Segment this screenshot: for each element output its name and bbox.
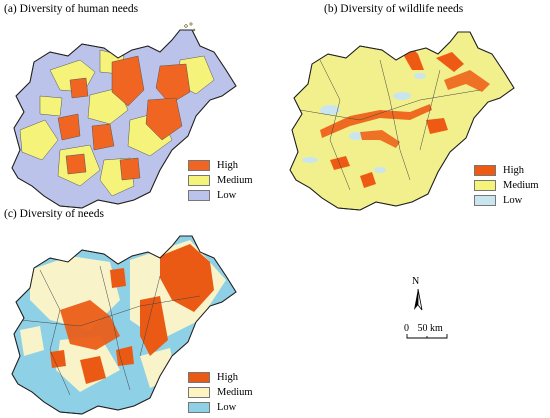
north-arrow-label: N: [412, 276, 420, 287]
high-region: [65, 153, 87, 175]
high-area: [50, 350, 66, 368]
legend-label: High: [503, 165, 524, 176]
high-corridor: [436, 52, 464, 72]
legend-swatch: [188, 160, 210, 171]
scale-zero: 0: [404, 323, 409, 334]
legend-label: High: [217, 372, 238, 383]
panel-c-title: (c) Diversity of needs: [4, 208, 104, 220]
high-region: [145, 97, 183, 141]
legend-label: Medium: [217, 175, 253, 186]
high-area: [80, 356, 106, 384]
panel-a-title: (a) Diversity of human needs: [4, 3, 139, 15]
panel-b-title: (b) Diversity of wildlife needs: [324, 3, 464, 15]
legend-wildlife: High Medium Low: [474, 163, 539, 208]
scale-bar-label: 0 50 km: [404, 323, 443, 334]
islands: [184, 22, 196, 32]
low-area: [393, 92, 411, 100]
legend-combined: High Medium Low: [188, 370, 253, 415]
high-corridor: [360, 130, 400, 148]
high-region: [111, 55, 145, 107]
high-corridor: [444, 70, 490, 92]
legend-swatch: [188, 372, 210, 383]
legend-swatch: [188, 402, 210, 413]
legend-swatch: [474, 195, 496, 206]
high-area: [160, 244, 214, 312]
legend-item: Low: [474, 193, 539, 208]
legend-item: Medium: [188, 173, 253, 188]
high-corridor: [426, 118, 448, 134]
legend-item: High: [188, 370, 253, 385]
medium-region: [39, 95, 63, 117]
medium-region: [19, 119, 59, 161]
legend-item: Low: [188, 400, 253, 415]
legend-label: Low: [217, 190, 237, 201]
map-combined-needs: [11, 235, 237, 415]
low-area: [374, 167, 386, 173]
scale-distance: 50 km: [417, 323, 443, 334]
north-arrow-graphic: [414, 288, 423, 311]
legend-swatch: [474, 180, 496, 191]
high-region: [69, 77, 89, 99]
high-area: [116, 346, 134, 366]
legend-label: Medium: [217, 387, 253, 398]
scale-bar-graphic: [406, 334, 448, 339]
low-area: [302, 157, 318, 163]
high-area: [60, 300, 120, 350]
legend-item: Low: [188, 188, 253, 203]
legend-item: High: [188, 158, 253, 173]
high-region: [155, 63, 191, 105]
low-area: [414, 73, 426, 79]
legend-label: Low: [503, 195, 523, 206]
legend-label: Low: [217, 402, 237, 413]
map-human-needs: [11, 22, 237, 209]
high-corridor: [320, 104, 432, 138]
admin-boundaries: [299, 59, 481, 191]
high-region: [57, 113, 81, 141]
low-area: [320, 105, 340, 115]
admin-boundaries: [19, 265, 201, 396]
legend-swatch: [474, 165, 496, 176]
high-area: [140, 296, 168, 356]
legend-label: High: [217, 160, 238, 171]
high-corridor: [360, 172, 376, 188]
high-corridor: [330, 156, 350, 170]
legend-swatch: [188, 387, 210, 398]
legend-item: High: [474, 163, 539, 178]
medium-area: [20, 326, 44, 356]
high-region: [119, 157, 141, 181]
legend-item: Medium: [474, 178, 539, 193]
legend-human: High Medium Low: [188, 158, 253, 203]
legend-swatch: [188, 190, 210, 201]
high-region: [91, 123, 115, 151]
legend-swatch: [188, 175, 210, 186]
legend-label: Medium: [503, 180, 539, 191]
low-area: [349, 132, 363, 140]
legend-item: Medium: [188, 385, 253, 400]
high-area: [110, 268, 126, 288]
